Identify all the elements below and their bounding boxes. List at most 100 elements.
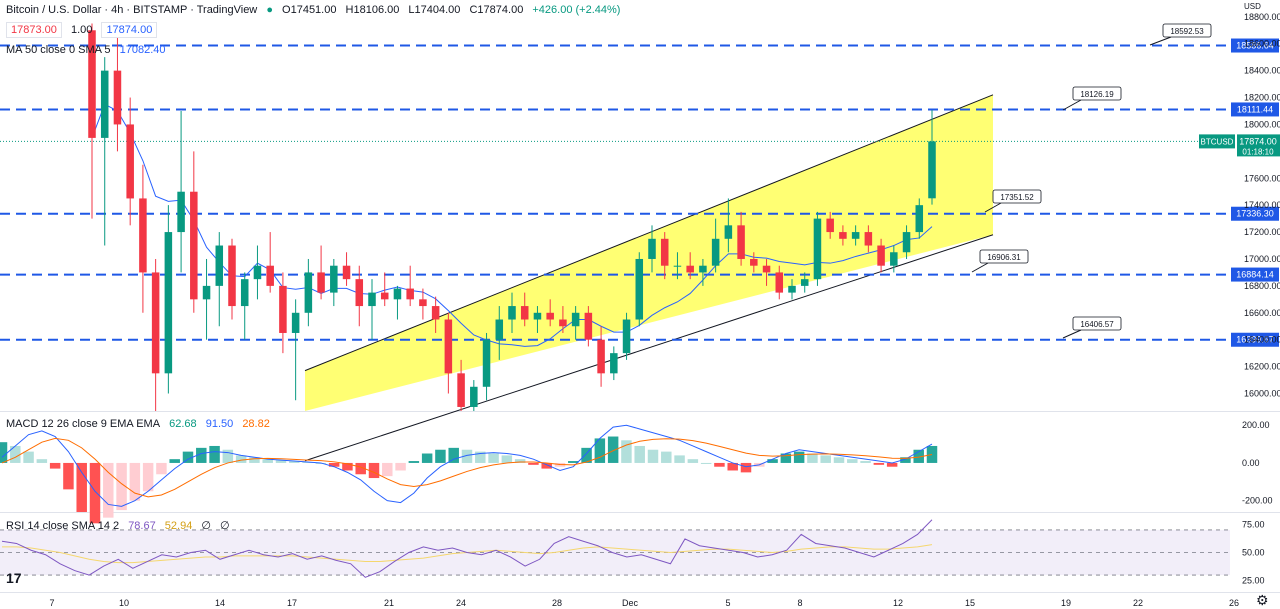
macd-histogram-bar	[886, 462, 898, 467]
candle-body	[393, 288, 402, 300]
macd-histogram-bar	[275, 460, 287, 463]
macd-histogram-bar	[235, 455, 247, 463]
macd-histogram-bar	[528, 462, 539, 465]
candle-body	[431, 306, 440, 320]
macd-histogram-bar	[475, 451, 486, 463]
x-axis-tick-label: 5	[725, 598, 730, 608]
candle-body	[177, 191, 185, 233]
candle-body	[355, 279, 364, 307]
y-axis-tick-label: 17600.00	[1244, 173, 1280, 183]
candle-body	[928, 141, 936, 199]
macd-histogram-bar	[49, 462, 61, 469]
candle-body	[546, 312, 554, 320]
rsi-axis-tick-label: 75.00	[1242, 519, 1265, 529]
macd-histogram-bar	[913, 449, 924, 463]
macd-histogram-bar	[63, 462, 74, 490]
macd-histogram-bar	[740, 462, 752, 473]
candle-body	[240, 279, 249, 307]
symbol-legend: Bitcoin / U.S. Dollar · 4h · BITSTAMP · …	[6, 4, 626, 16]
settings-gear-icon[interactable]: ⚙	[1256, 592, 1269, 608]
rsi-label: RSI 14 close SMA 14 2	[6, 520, 120, 532]
macd-histogram-bar	[328, 462, 340, 467]
macd-histogram-bar	[687, 459, 699, 463]
macd-signal-line	[1, 437, 933, 498]
callout-box	[1072, 86, 1122, 101]
tradingview-logo-icon[interactable]: 17	[6, 570, 22, 586]
current-price-label: 17874.00	[1239, 136, 1277, 146]
macd-histogram-bar	[435, 449, 446, 463]
candle-body	[890, 252, 898, 266]
macd-line	[1, 424, 933, 507]
price-tag	[1231, 206, 1279, 221]
macd-histogram-bar	[421, 453, 433, 463]
callout-leader	[1062, 99, 1082, 111]
price-tag	[1231, 38, 1279, 53]
x-axis-tick-label: Dec	[622, 598, 639, 608]
candle-body	[380, 292, 389, 300]
candle-body	[660, 238, 669, 266]
macd-histogram-bar	[541, 462, 552, 469]
macd-signal-value: 28.82	[242, 418, 270, 430]
candle-body	[139, 198, 147, 273]
macd-histogram-bar	[142, 462, 154, 492]
price-tag	[1231, 332, 1279, 347]
open-value: O17451.00	[282, 4, 337, 16]
macd-histogram-bar	[23, 451, 34, 463]
candle-body	[864, 232, 873, 246]
candle-body	[813, 218, 822, 280]
sell-price-box[interactable]: 17873.00	[6, 22, 62, 38]
candle-body	[533, 312, 542, 320]
y-axis-tick-label: 18000.00	[1244, 119, 1280, 129]
macd-histogram-bar	[196, 447, 207, 463]
macd-legend[interactable]: MACD 12 26 close 9 EMA EMA 62.68 91.50 2…	[6, 418, 276, 430]
macd-histogram-bar	[607, 436, 619, 463]
macd-histogram-bar	[249, 457, 260, 463]
macd-label: MACD 12 26 close 9 EMA EMA	[6, 418, 161, 430]
candle-body	[457, 373, 465, 407]
candle-body	[279, 285, 287, 333]
candle-body	[151, 272, 160, 374]
candle-body	[724, 225, 733, 239]
macd-histogram-bar	[647, 449, 659, 463]
macd-histogram-bar	[408, 461, 420, 463]
macd-histogram-bar	[568, 461, 579, 463]
macd-histogram-bar	[262, 459, 273, 463]
candle-body	[711, 238, 720, 266]
macd-histogram-bar	[129, 462, 141, 501]
candle-body	[406, 288, 414, 300]
macd-histogram-bar	[634, 445, 645, 463]
macd-histogram-bar	[727, 462, 738, 471]
ma-legend[interactable]: MA 50 close 0 SMA 5 17082.40	[6, 44, 172, 56]
candle-body	[635, 258, 644, 320]
callout-box	[992, 189, 1042, 204]
rsi-legend[interactable]: RSI 14 close SMA 14 2 78.67 52.94 ∅ ∅	[6, 519, 236, 532]
candle-body	[253, 265, 262, 280]
y-axis-tick-label: 18800.00	[1244, 12, 1280, 22]
candle-body	[788, 285, 796, 293]
macd-line-value: 91.50	[205, 418, 234, 430]
candle-body	[584, 312, 593, 340]
macd-histogram-bar	[833, 457, 845, 463]
macd-histogram-bar	[661, 451, 672, 463]
candle-body	[699, 265, 707, 273]
callout-label: 16406.57	[1080, 320, 1114, 329]
candle-body	[215, 245, 224, 286]
candle-body	[851, 232, 860, 239]
macd-histogram-bar	[900, 457, 911, 463]
macd-axis-tick-label: 0.00	[1242, 458, 1260, 468]
x-axis-tick-label: 26	[1229, 598, 1239, 608]
macd-histogram-bar	[0, 442, 8, 463]
price-tag-label: 16399.67	[1236, 335, 1274, 345]
ma-label: MA 50 close 0 SMA 5	[6, 44, 111, 56]
macd-histogram-bar	[36, 459, 48, 463]
price-tag-label: 17336.30	[1236, 209, 1274, 219]
x-axis-tick-label: 8	[797, 598, 802, 608]
symbol-title[interactable]: Bitcoin / U.S. Dollar · 4h · BITSTAMP · …	[6, 4, 258, 16]
candle-body	[839, 232, 847, 239]
candle-body	[317, 272, 325, 293]
y-axis-tick-label: 16800.00	[1244, 281, 1280, 291]
candle-body	[673, 265, 682, 267]
buy-price-box[interactable]: 17874.00	[101, 22, 158, 38]
candle-body	[88, 30, 96, 138]
